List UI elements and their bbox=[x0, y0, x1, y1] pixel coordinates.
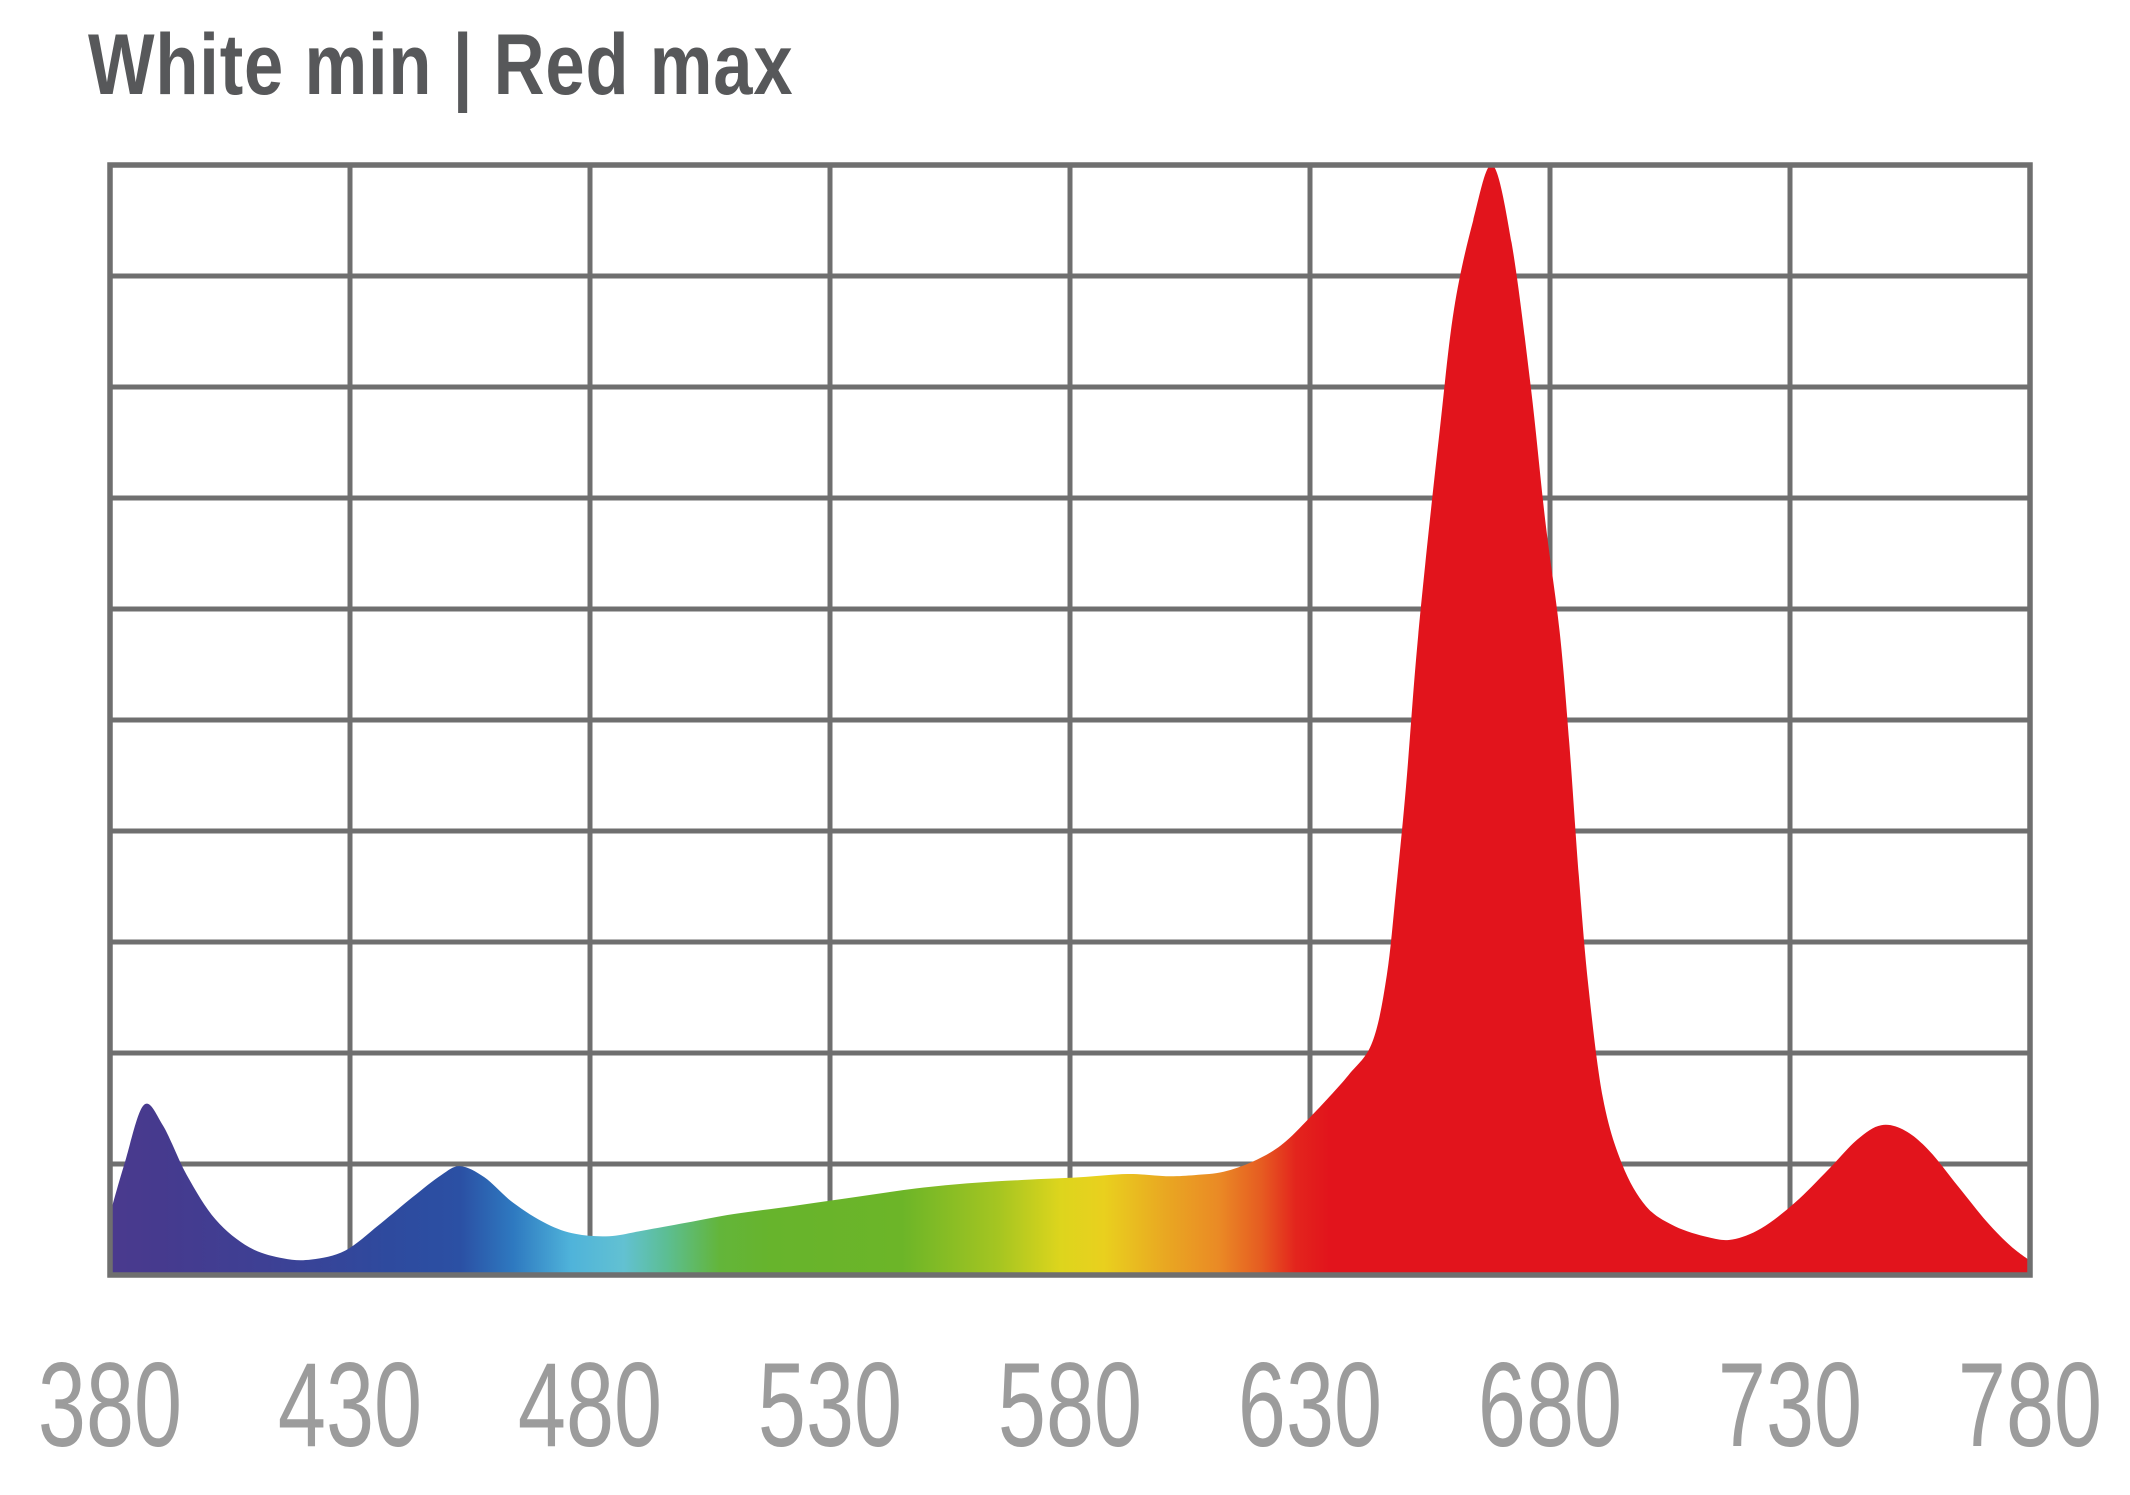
chart-title: White min | Red max bbox=[88, 17, 794, 113]
x-tick-label: 680 bbox=[1478, 1338, 1622, 1472]
x-tick-label: 430 bbox=[278, 1338, 422, 1472]
x-axis-labels: 380 430 480 530 580 630 680 730 780 bbox=[38, 1338, 2102, 1472]
plot-border bbox=[107, 162, 2033, 1278]
grid-lines bbox=[110, 165, 2030, 1275]
x-tick-label: 780 bbox=[1958, 1338, 2102, 1472]
x-tick-label: 380 bbox=[38, 1338, 182, 1472]
spectrum-area bbox=[110, 164, 2030, 1276]
x-tick-label: 730 bbox=[1718, 1338, 1862, 1472]
x-tick-label: 580 bbox=[998, 1338, 1142, 1472]
x-tick-label: 480 bbox=[518, 1338, 662, 1472]
x-tick-label: 630 bbox=[1238, 1338, 1382, 1472]
x-tick-label: 530 bbox=[758, 1338, 902, 1472]
